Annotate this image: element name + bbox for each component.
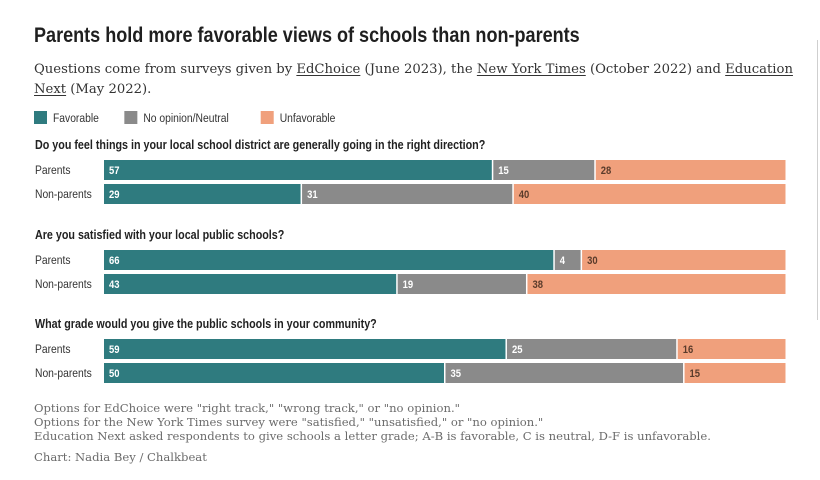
bar-value-label: 29 bbox=[109, 189, 120, 201]
legend-swatch-2 bbox=[124, 111, 138, 124]
row-label: Non-parents bbox=[35, 278, 92, 291]
bar-value-label: 25 bbox=[512, 344, 523, 356]
subtitle-text: (October 2022) and bbox=[586, 62, 725, 77]
bar-value-label: 16 bbox=[683, 344, 694, 356]
footnote: Options for EdChoice were "right track,"… bbox=[34, 401, 460, 415]
subtitle-link[interactable]: Next bbox=[34, 82, 67, 97]
bar-segment-neutral bbox=[506, 339, 677, 359]
question-label: Are you satisfied with your local public… bbox=[35, 228, 284, 242]
bar-segment-favorable bbox=[104, 363, 444, 383]
subtitle-link[interactable]: EdChoice bbox=[296, 62, 360, 77]
bar-value-label: 35 bbox=[451, 368, 462, 380]
bar-value-label: 4 bbox=[560, 255, 566, 267]
chart-title: Parents hold more favorable views of sch… bbox=[34, 24, 580, 48]
row-label: Parents bbox=[35, 164, 71, 177]
right-edge-rule bbox=[817, 40, 818, 320]
footnote: Options for the New York Times survey we… bbox=[34, 415, 543, 429]
footnote: Education Next asked respondents to give… bbox=[34, 429, 711, 443]
question-label: Do you feel things in your local school … bbox=[35, 138, 485, 152]
bar-segment-unfavorable bbox=[677, 339, 786, 359]
subtitle-text: (June 2023), the bbox=[360, 62, 477, 77]
question-label: What grade would you give the public sch… bbox=[35, 317, 377, 331]
subtitle-text: Questions come from surveys given by bbox=[34, 62, 296, 77]
bar-value-label: 66 bbox=[109, 255, 120, 267]
bar-value-label: 38 bbox=[532, 279, 543, 291]
bar-segment-unfavorable bbox=[595, 160, 786, 180]
bar-segment-favorable bbox=[104, 339, 506, 359]
bar-value-label: 43 bbox=[109, 279, 120, 291]
bar-value-label: 40 bbox=[519, 189, 530, 201]
legend-label: No opinion/Neutral bbox=[143, 112, 228, 125]
bar-value-label: 31 bbox=[307, 189, 318, 201]
subtitle-text: (May 2022). bbox=[66, 82, 151, 97]
row-label: Non-parents bbox=[35, 367, 92, 380]
bar-value-label: 57 bbox=[109, 165, 120, 177]
bar-value-label: 50 bbox=[109, 368, 120, 380]
legend-swatch-1 bbox=[34, 111, 47, 124]
bar-segment-unfavorable bbox=[582, 250, 786, 270]
bar-segment-neutral bbox=[445, 363, 684, 383]
bar-value-label: 59 bbox=[109, 344, 120, 356]
bar-segment-neutral bbox=[554, 250, 581, 270]
subtitle-link[interactable]: Education bbox=[725, 62, 793, 77]
legend-label: Unfavorable bbox=[280, 112, 336, 125]
chart-credit: Chart: Nadia Bey / Chalkbeat bbox=[34, 450, 207, 464]
row-label: Non-parents bbox=[35, 188, 92, 201]
bar-segment-unfavorable bbox=[684, 363, 786, 383]
row-label: Parents bbox=[35, 343, 71, 356]
bar-segment-unfavorable bbox=[513, 184, 786, 204]
legend-swatch-3 bbox=[260, 111, 274, 124]
bar-segment-favorable bbox=[104, 250, 554, 270]
bar-segment-favorable bbox=[104, 184, 301, 204]
bar-value-label: 28 bbox=[601, 165, 612, 177]
bar-value-label: 19 bbox=[403, 279, 414, 291]
row-label: Parents bbox=[35, 254, 71, 267]
legend-label: Favorable bbox=[53, 112, 99, 125]
bar-segment-favorable bbox=[104, 274, 397, 294]
subtitle-link[interactable]: New York Times bbox=[477, 62, 586, 77]
bar-segment-favorable bbox=[104, 160, 492, 180]
bar-value-label: 15 bbox=[690, 368, 701, 380]
bar-segment-unfavorable bbox=[527, 274, 786, 294]
bar-value-label: 15 bbox=[498, 165, 509, 177]
bar-segment-neutral bbox=[493, 160, 595, 180]
bar-value-label: 30 bbox=[587, 255, 598, 267]
bar-segment-neutral bbox=[302, 184, 513, 204]
bar-segment-neutral bbox=[397, 274, 526, 294]
